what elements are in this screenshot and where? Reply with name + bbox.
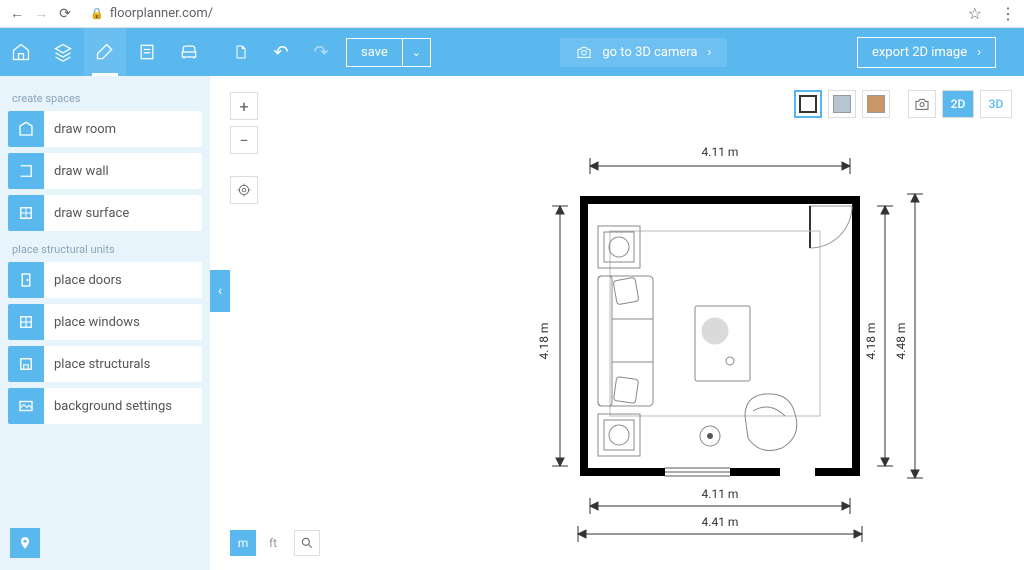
browser-address[interactable]: 🔒 floorplanner.com/ xyxy=(90,6,213,21)
chevron-right-icon: › xyxy=(977,45,981,60)
sidebar-item-label: place windows xyxy=(44,315,140,330)
camera-icon xyxy=(576,45,592,59)
zoom-in-button[interactable]: + xyxy=(230,92,258,120)
toolbar-layers-icon[interactable] xyxy=(42,28,84,76)
redo-icon[interactable]: ↷ xyxy=(306,37,336,67)
sidebar-item-label: draw room xyxy=(44,122,116,137)
unit-m-button[interactable]: m xyxy=(230,530,256,556)
magnifier-button[interactable] xyxy=(294,530,320,556)
save-dropdown[interactable]: ⌄ xyxy=(403,38,431,67)
sidebar-item-label: place structurals xyxy=(44,357,150,372)
sidebar-collapse-button[interactable]: ‹ xyxy=(210,270,230,312)
view-3d-button[interactable]: 3D xyxy=(980,90,1012,118)
door-icon xyxy=(8,262,44,298)
sidebar: create spaces draw room draw wall draw s… xyxy=(0,76,210,570)
toolbar-build-icon[interactable] xyxy=(84,28,126,76)
dim-right-inner: 4.18 m xyxy=(864,323,878,360)
sidebar-item-label: draw wall xyxy=(44,164,109,179)
camera-label: go to 3D camera xyxy=(602,45,697,60)
sidebar-item-draw-surface[interactable]: draw surface xyxy=(8,195,202,231)
camera-icon xyxy=(914,96,930,112)
dim-left: 4.18 m xyxy=(537,323,551,360)
unit-toggle: m ft xyxy=(230,530,320,556)
sidebar-item-label: draw surface xyxy=(44,206,129,221)
browser-back[interactable]: ← xyxy=(8,5,26,23)
background-icon xyxy=(8,388,44,424)
canvas[interactable]: + − 2D 3D 4.11 xyxy=(210,76,1024,570)
app-toolbar: ↶ ↷ save ⌄ go to 3D camera › export 2D i… xyxy=(0,28,1024,76)
chevron-right-icon: › xyxy=(708,45,712,60)
browser-forward[interactable]: → xyxy=(32,5,50,23)
unit-ft-button[interactable]: ft xyxy=(260,530,286,556)
sidebar-item-draw-room[interactable]: draw room xyxy=(8,111,202,147)
location-pin-button[interactable] xyxy=(10,528,40,558)
sidebar-heading-create: create spaces xyxy=(12,92,198,105)
sidebar-item-doors[interactable]: place doors xyxy=(8,262,202,298)
export-2d-button[interactable]: export 2D image › xyxy=(857,37,996,68)
browser-reload[interactable]: ⟳ xyxy=(56,5,74,23)
wall-icon xyxy=(8,153,44,189)
sidebar-heading-structural: place structural units xyxy=(12,243,198,256)
new-page-icon[interactable] xyxy=(226,37,256,67)
url-text: floorplanner.com/ xyxy=(110,6,213,21)
floor-plan[interactable]: 4.11 m 4.18 m 4.18 m xyxy=(470,146,940,546)
undo-icon[interactable]: ↶ xyxy=(266,37,296,67)
sidebar-item-background[interactable]: background settings xyxy=(8,388,202,424)
surface-icon xyxy=(8,195,44,231)
structural-icon xyxy=(8,346,44,382)
view-style-wood[interactable] xyxy=(862,90,890,118)
sidebar-item-draw-wall[interactable]: draw wall xyxy=(8,153,202,189)
window-icon xyxy=(8,304,44,340)
dim-right-outer: 4.48 m xyxy=(894,323,908,360)
view-style-outline[interactable] xyxy=(794,90,822,118)
sidebar-item-label: background settings xyxy=(44,399,172,414)
dim-bottom-outer: 4.41 m xyxy=(702,515,739,529)
sidebar-item-label: place doors xyxy=(44,273,122,288)
export-label: export 2D image xyxy=(872,45,967,60)
bookmark-star-icon[interactable]: ☆ xyxy=(968,4,982,23)
sidebar-item-structurals[interactable]: place structurals xyxy=(8,346,202,382)
zoom-out-button[interactable]: − xyxy=(230,126,258,154)
go-to-3d-camera-button[interactable]: go to 3D camera › xyxy=(560,38,727,67)
room-icon xyxy=(8,111,44,147)
dim-bottom-inner: 4.11 m xyxy=(702,487,739,501)
dim-top: 4.11 m xyxy=(702,146,739,159)
browser-chrome: ← → ⟳ 🔒 floorplanner.com/ ☆ ⋮ xyxy=(0,0,1024,28)
view-camera-button[interactable] xyxy=(908,90,936,118)
view-style-grey[interactable] xyxy=(828,90,856,118)
save-button[interactable]: save xyxy=(346,38,403,67)
toolbar-furniture-icon[interactable] xyxy=(168,28,210,76)
lock-icon: 🔒 xyxy=(90,7,104,20)
browser-more-icon[interactable]: ⋮ xyxy=(1000,4,1016,23)
toolbar-project-icon[interactable] xyxy=(0,28,42,76)
center-view-button[interactable] xyxy=(230,176,258,204)
search-icon xyxy=(300,536,314,550)
toolbar-notes-icon[interactable] xyxy=(126,28,168,76)
view-controls: 2D 3D xyxy=(794,90,1012,118)
view-2d-button[interactable]: 2D xyxy=(942,90,974,118)
sidebar-item-windows[interactable]: place windows xyxy=(8,304,202,340)
